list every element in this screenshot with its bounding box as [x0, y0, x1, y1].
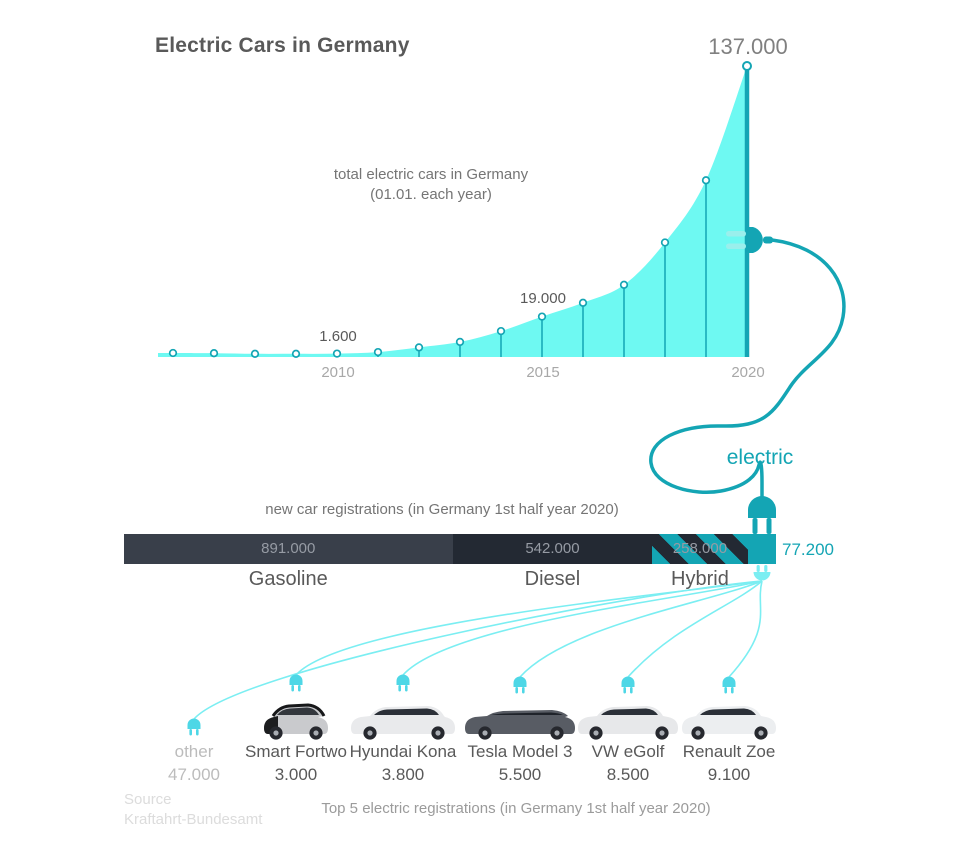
area-chart-caption: total electric cars in Germany (01.01. e…	[334, 165, 528, 205]
hybrid-label: Hybrid	[671, 568, 729, 590]
marker-2020	[742, 61, 752, 71]
source-note: Source Kraftahrt-Bundesamt	[124, 790, 262, 830]
car-name: Hyundai Kona	[349, 742, 457, 761]
car-image-renault-zoe	[664, 696, 794, 740]
diesel-value: 542.000	[525, 540, 580, 557]
registration-item-other: other 47.000	[129, 696, 259, 785]
car-value: 5.500	[498, 765, 542, 784]
gasoline-label: Gasoline	[248, 568, 328, 590]
annotation-2015-value: 19.000	[520, 290, 566, 307]
registration-item-hyundai-kona: Hyundai Kona 3.800	[338, 696, 468, 785]
annotation-2020-value: 137.000	[708, 34, 788, 59]
car-value: 9.100	[707, 765, 751, 784]
stacked-bar: 891.000 Gasoline 542.000 Diesel 258.000 …	[124, 534, 776, 590]
area-chart-caption-line2: (01.01. each year)	[370, 186, 492, 203]
car-value: 3.000	[274, 765, 318, 784]
other-label: other	[174, 742, 214, 761]
hybrid-value: 258.000	[672, 540, 728, 557]
point-markers	[168, 61, 752, 358]
electric-value: 77.200	[782, 540, 834, 559]
plug-icon-down	[748, 496, 776, 534]
page-title: Electric Cars in Germany	[155, 34, 410, 57]
car-value: 3.800	[381, 765, 425, 784]
x-tick-2010: 2010	[321, 364, 355, 381]
x-tick-2015: 2015	[526, 364, 560, 381]
car-name: Smart Fortwo	[244, 742, 348, 761]
car-name: Tesla Model 3	[467, 742, 573, 761]
car-value: 8.500	[606, 765, 650, 784]
source-name: Kraftahrt-Bundesamt	[124, 811, 263, 828]
bar-segment-electric	[747, 534, 776, 564]
car-image-hyundai-kona	[338, 696, 468, 740]
electric-label: electric	[726, 446, 794, 469]
x-tick-2020: 2020	[731, 364, 765, 381]
area-chart-caption-line1: total electric cars in Germany	[333, 166, 529, 183]
source-label: Source	[124, 791, 172, 808]
diesel-label: Diesel	[524, 568, 581, 590]
registration-item-renault-zoe: Renault Zoe 9.100	[664, 696, 794, 785]
car-name: VW eGolf	[591, 742, 665, 761]
top5-caption: Top 5 electric registrations (in Germany…	[321, 800, 711, 817]
bar-segment-hybrid: 258.000 Hybrid	[652, 534, 748, 590]
other-value: 47.000	[168, 765, 220, 784]
gasoline-value: 891.000	[261, 540, 316, 557]
annotation-2010-value: 1.600	[319, 328, 357, 345]
plug-icon-right	[726, 227, 773, 253]
bar-chart-caption: new car registrations (in Germany 1st ha…	[265, 501, 619, 518]
bar-segment-diesel: 542.000 Diesel	[452, 534, 653, 590]
point-stems	[172, 66, 748, 357]
car-name: Renault Zoe	[682, 742, 776, 761]
socket-node-icon	[753, 565, 771, 581]
bar-segment-gasoline: 891.000 Gasoline	[124, 534, 453, 590]
area-fill	[158, 66, 747, 357]
